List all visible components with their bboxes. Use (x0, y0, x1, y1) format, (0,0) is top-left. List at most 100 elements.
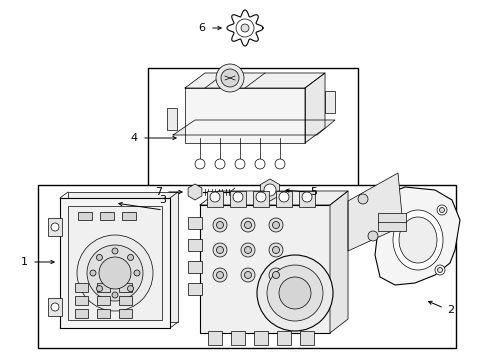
Circle shape (213, 243, 227, 257)
Circle shape (272, 247, 279, 253)
Circle shape (221, 69, 239, 87)
Circle shape (87, 245, 143, 301)
Circle shape (235, 159, 245, 169)
Circle shape (264, 184, 276, 196)
Circle shape (256, 192, 266, 202)
Circle shape (275, 159, 285, 169)
Circle shape (217, 247, 223, 253)
Bar (254, 331, 268, 345)
Circle shape (77, 235, 153, 311)
Bar (188, 261, 202, 273)
Circle shape (97, 255, 102, 260)
Text: 4: 4 (131, 133, 138, 143)
Bar (100, 212, 114, 220)
Circle shape (216, 64, 244, 92)
Circle shape (272, 271, 279, 279)
Bar (97, 283, 110, 292)
Bar (122, 212, 136, 220)
Polygon shape (227, 10, 263, 46)
Bar (253, 191, 269, 207)
Circle shape (99, 257, 131, 289)
Polygon shape (330, 191, 348, 333)
Bar (38, 185, 456, 348)
Text: 6: 6 (198, 23, 205, 33)
Circle shape (213, 268, 227, 282)
Circle shape (269, 268, 283, 282)
Circle shape (245, 271, 251, 279)
Circle shape (437, 205, 447, 215)
Text: 7: 7 (155, 187, 162, 197)
Text: 1: 1 (21, 257, 28, 267)
Circle shape (127, 285, 134, 292)
Bar (68, 192, 178, 322)
Bar (97, 296, 110, 305)
Bar (325, 91, 335, 113)
Circle shape (257, 255, 333, 331)
Circle shape (112, 292, 118, 298)
Bar (276, 191, 292, 207)
Circle shape (112, 248, 118, 254)
Circle shape (241, 24, 249, 32)
Circle shape (269, 218, 283, 232)
Circle shape (217, 271, 223, 279)
Circle shape (272, 221, 279, 229)
Circle shape (134, 270, 140, 276)
Bar (200, 205, 330, 333)
Circle shape (236, 19, 254, 37)
Circle shape (217, 221, 223, 229)
Circle shape (215, 159, 225, 169)
Polygon shape (348, 173, 403, 251)
Bar (188, 239, 202, 251)
Polygon shape (305, 73, 325, 143)
Bar (231, 331, 245, 345)
Circle shape (97, 285, 102, 292)
Circle shape (195, 159, 205, 169)
Polygon shape (261, 179, 279, 201)
Bar (167, 108, 177, 130)
Circle shape (255, 159, 265, 169)
Bar (119, 283, 132, 292)
Bar (277, 331, 291, 345)
Bar (75, 309, 88, 318)
Bar (299, 191, 315, 207)
Circle shape (210, 192, 220, 202)
Text: 2: 2 (447, 305, 454, 315)
Ellipse shape (393, 210, 443, 270)
Bar (48, 298, 62, 316)
Bar (208, 331, 222, 345)
Polygon shape (188, 184, 202, 200)
Bar (188, 283, 202, 295)
Bar (188, 217, 202, 229)
Circle shape (267, 265, 323, 321)
Circle shape (51, 303, 59, 311)
Circle shape (241, 218, 255, 232)
Circle shape (241, 243, 255, 257)
Polygon shape (375, 187, 460, 285)
Bar (75, 283, 88, 292)
Bar (97, 309, 110, 318)
Circle shape (245, 247, 251, 253)
Circle shape (279, 192, 289, 202)
Bar (119, 309, 132, 318)
Polygon shape (185, 88, 305, 143)
Bar (300, 331, 314, 345)
Circle shape (233, 192, 243, 202)
Text: 3: 3 (160, 195, 167, 205)
Circle shape (440, 207, 444, 212)
Circle shape (127, 255, 134, 260)
Circle shape (241, 268, 255, 282)
Circle shape (368, 231, 378, 241)
Bar (119, 296, 132, 305)
Bar (68, 206, 162, 320)
Bar (48, 218, 62, 236)
Circle shape (435, 265, 445, 275)
Polygon shape (200, 191, 348, 205)
Bar (207, 191, 223, 207)
Circle shape (245, 221, 251, 229)
Bar (378, 213, 406, 231)
Polygon shape (185, 73, 325, 88)
Bar (148, 68, 358, 213)
Circle shape (213, 218, 227, 232)
Polygon shape (173, 120, 335, 135)
Bar (78, 212, 92, 220)
